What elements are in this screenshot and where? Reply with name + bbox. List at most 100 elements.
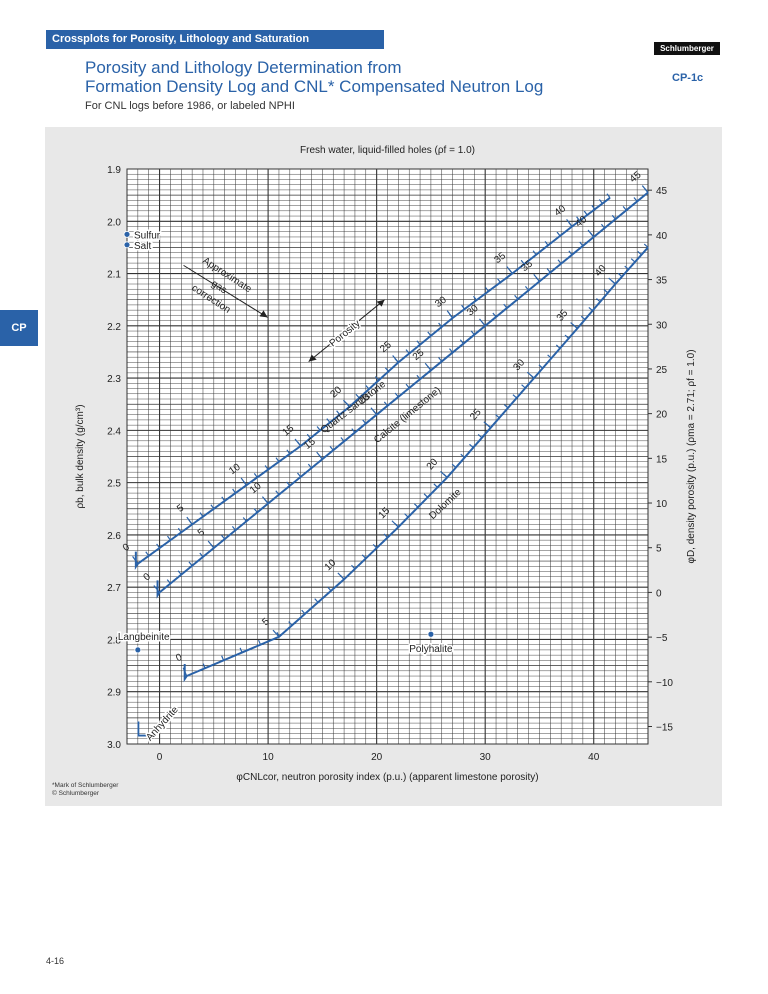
porosity-tick: [232, 488, 237, 494]
porosity-tick: [637, 250, 642, 256]
porosity-tick: [641, 185, 649, 193]
porosity-tick: [496, 278, 501, 283]
porosity-tick: [383, 401, 388, 407]
porosity-tick: [221, 496, 226, 502]
porosity-tick: [427, 331, 432, 337]
y-tick-label: 2.1: [107, 270, 121, 281]
mineral-point: [123, 241, 131, 249]
section-side-tab[interactable]: CP: [0, 310, 38, 346]
series-start-hook: [183, 664, 188, 683]
crossplot-chart: 0510152025303540051015202530354045051015…: [75, 145, 697, 783]
porosity-tick: [564, 334, 570, 339]
porosity-tick: [438, 322, 443, 328]
porosity-tick: [316, 451, 323, 460]
y2-axis-label: φD, density porosity (p.u.) (ρma = 2.71;…: [686, 349, 697, 563]
brand-logo: Schlumberger: [654, 42, 720, 55]
porosity-tick: [384, 367, 390, 372]
porosity-tick: [307, 463, 312, 469]
porosity-tick: [272, 629, 280, 638]
porosity-tick: [546, 268, 551, 273]
porosity-tick: [556, 231, 561, 237]
porosity-label: 0: [142, 571, 154, 583]
x-tick-label: 30: [480, 752, 492, 763]
porosity-tick: [624, 265, 629, 270]
y2-tick-label: 5: [656, 544, 662, 555]
porosity-tick: [583, 210, 588, 216]
porosity-tick: [416, 374, 421, 380]
porosity-tick: [177, 570, 182, 576]
porosity-tick: [424, 362, 432, 371]
y-tick-label: 2.4: [107, 426, 121, 437]
porosity-tick: [483, 421, 492, 429]
porosity-tick: [405, 349, 410, 354]
porosity-tick: [240, 477, 247, 486]
porosity-arrow: [308, 299, 385, 363]
porosity-tick: [182, 667, 188, 677]
mineral-point: [427, 630, 435, 638]
chart-panel: 0 5 10 15 20 25 30 35 40 0 5 10 15 20 25 30 35 40 45 0 5 10 15…: [45, 127, 722, 806]
x-tick-label: 0: [157, 752, 163, 763]
porosity-tick: [383, 533, 388, 538]
porosity-tick: [355, 393, 360, 399]
porosity-tick: [132, 556, 139, 565]
y-tick-label: 2.0: [107, 217, 121, 228]
chart-title: Fresh water, liquid-filled holes (ρf = 1…: [300, 145, 475, 156]
porosity-tick: [294, 438, 302, 447]
porosity-tick: [603, 289, 609, 294]
porosity-tick: [484, 286, 489, 292]
y2-tick-label: 20: [656, 410, 668, 421]
porosity-tick: [288, 621, 293, 626]
porosity-tick: [448, 348, 454, 353]
porosity-tick: [253, 473, 258, 478]
porosity-tick: [433, 483, 438, 488]
porosity-tick: [207, 540, 215, 549]
porosity-tick: [336, 410, 341, 416]
y2-tick-label: 35: [656, 276, 668, 287]
porosity-tick: [351, 428, 356, 433]
porosity-tick: [394, 392, 399, 398]
porosity-arrowhead-down: [308, 354, 317, 362]
porosity-tick: [337, 572, 345, 580]
porosity-tick: [538, 364, 544, 369]
porosity-label: 5: [260, 616, 272, 628]
series-start-hook: [134, 551, 139, 570]
porosity-tick: [630, 258, 636, 263]
porosity-tick: [199, 552, 204, 558]
porosity-tick: [557, 259, 562, 264]
porosity-tick: [506, 266, 513, 274]
y2-tick-label: 40: [656, 231, 668, 242]
y2-tick-label: 45: [656, 186, 668, 197]
porosity-tick: [253, 508, 258, 513]
porosity-arrowhead-up: [376, 299, 385, 307]
porosity-tick: [297, 472, 302, 478]
porosity-tick: [461, 304, 466, 310]
y2-tick-label: −15: [656, 722, 673, 733]
porosity-tick: [591, 204, 596, 210]
porosity-tick: [570, 322, 578, 329]
y-tick-label: 2.8: [107, 635, 121, 646]
porosity-tick: [261, 496, 269, 504]
mineral-point: [123, 230, 131, 238]
porosity-tick: [392, 355, 399, 363]
porosity-tick: [404, 513, 409, 518]
porosity-tick: [327, 586, 332, 592]
porosity-tick: [239, 647, 243, 653]
series-line: [137, 197, 611, 565]
porosity-tick: [286, 481, 291, 487]
y2-tick-label: −5: [656, 633, 668, 644]
porosity-tick: [351, 564, 356, 570]
porosity-tick: [608, 277, 616, 285]
mineral-label: Polyhalite: [409, 644, 453, 655]
porosity-tick: [606, 193, 611, 199]
x-axis-label: φCNLcor, neutron porosity index (p.u.) (…: [236, 772, 538, 783]
porosity-tick: [343, 399, 350, 408]
porosity-tick: [188, 561, 193, 567]
footnote-mark: *Mark of Schlumberger: [52, 782, 119, 789]
porosity-tick: [167, 535, 171, 541]
chart-code: CP-1c: [672, 72, 704, 84]
porosity-tick: [514, 294, 519, 300]
porosity-tick: [580, 315, 586, 321]
porosity-tick: [199, 512, 204, 517]
porosity-tick: [532, 250, 537, 256]
porosity-tick: [153, 585, 161, 593]
